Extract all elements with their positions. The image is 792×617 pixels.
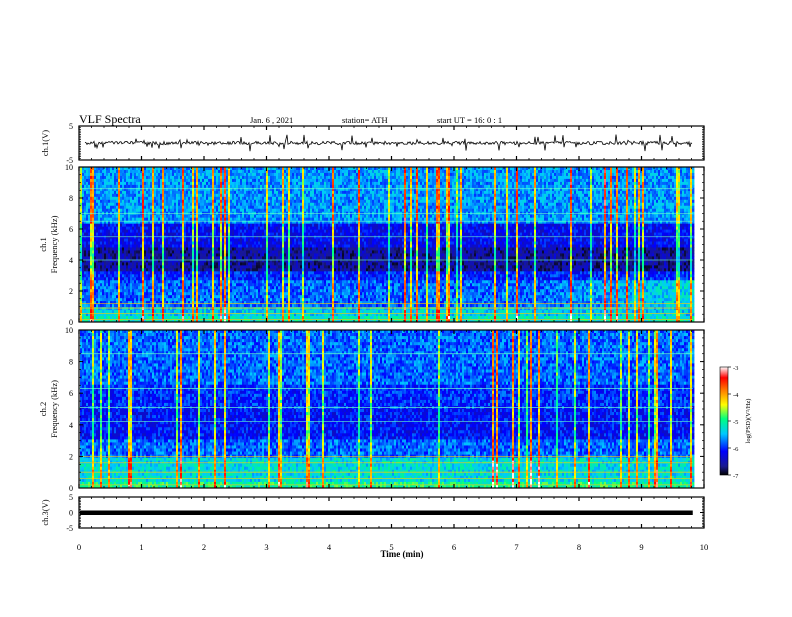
y-axis-label: ch.1(V) — [40, 130, 50, 156]
waveform-trace-0 — [85, 135, 692, 152]
start-ut-label: start UT = 16: 0 : 1 — [437, 115, 502, 125]
figure-title: VLF Spectra — [79, 112, 141, 126]
y-tick-label: 5 — [69, 122, 73, 131]
station-label: station= ATH — [342, 115, 388, 125]
spectrogram-1 — [79, 167, 694, 322]
date-label: Jan. 6 , 2021 — [250, 115, 293, 125]
